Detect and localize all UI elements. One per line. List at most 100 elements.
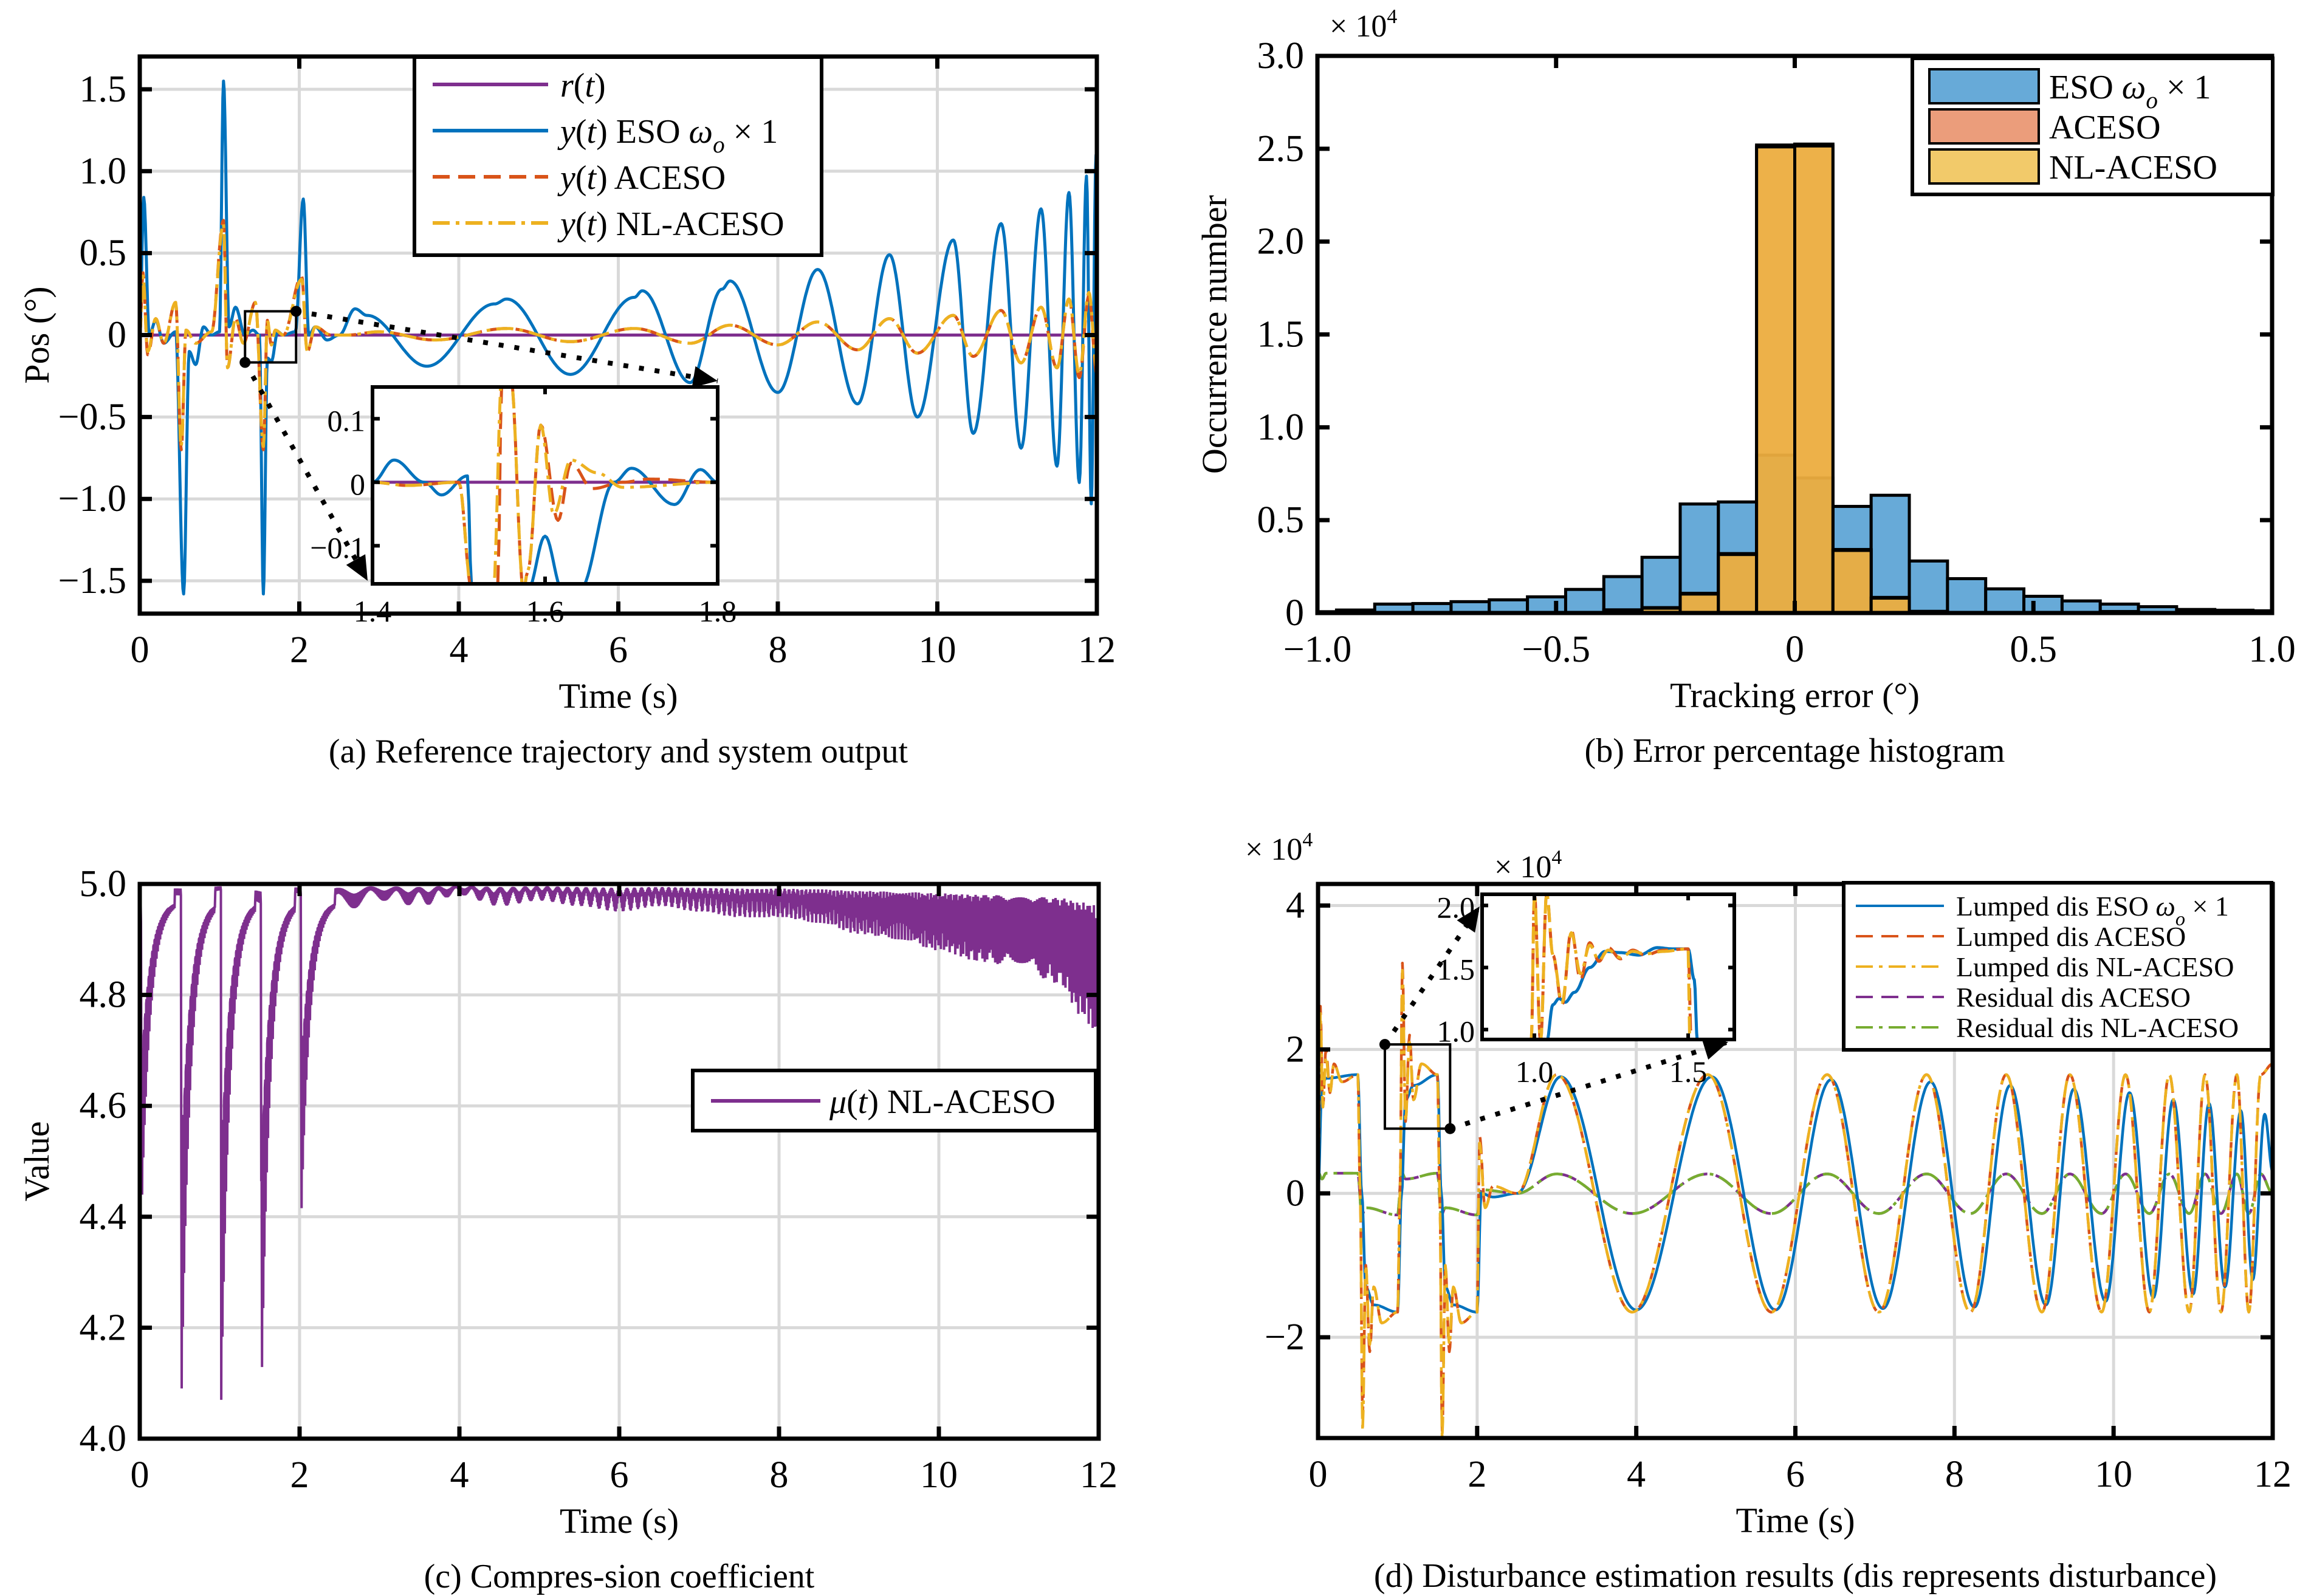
x-tick-label: 0 bbox=[1309, 1454, 1328, 1495]
zoom-connector-dot bbox=[239, 357, 251, 368]
y-tick-label: 4.2 bbox=[80, 1307, 127, 1348]
legend-label-var: y bbox=[557, 205, 575, 243]
histogram-bar-nlaceso bbox=[1755, 145, 1796, 613]
x-axis-label: Time (s) bbox=[558, 676, 678, 716]
x-tick-label: 8 bbox=[769, 629, 788, 671]
x-tick-label: 10 bbox=[2095, 1454, 2132, 1495]
histogram-bar-eso bbox=[1869, 493, 1911, 613]
x-tick-label: 2 bbox=[1468, 1454, 1486, 1495]
x-axis-label: Time (s) bbox=[1736, 1501, 1855, 1540]
zoom-connector-dot bbox=[1379, 1039, 1390, 1050]
zoom-connector-arrowhead bbox=[1457, 906, 1480, 933]
x-tick-label: 10 bbox=[920, 1454, 958, 1496]
legend-entry-label: ACESO bbox=[2049, 109, 2161, 146]
y-tick-label: 0 bbox=[350, 467, 365, 501]
legend-entry-label: y(t) NL-ACESO bbox=[557, 205, 785, 243]
panel-caption: (c) Compres-sion coefficient bbox=[424, 1558, 815, 1595]
series-line-lumped-dis-nl-aceso bbox=[1318, 968, 2273, 1438]
zoom-connector-dotted-line bbox=[242, 361, 370, 582]
y-tick-label: 1.5 bbox=[80, 69, 127, 110]
histogram-bar-eso bbox=[1526, 595, 1567, 613]
x-tick-label: 12 bbox=[2254, 1454, 2292, 1495]
legend-label-text: ACESO bbox=[2049, 109, 2161, 146]
exponent-power: 4 bbox=[1551, 846, 1562, 869]
x-tick-label: 0 bbox=[1785, 629, 1804, 670]
y-tick-label: 1.0 bbox=[80, 151, 127, 192]
x-tick-label: 2 bbox=[290, 1454, 309, 1496]
x-axis-label: Time (s) bbox=[560, 1501, 679, 1541]
omega-symbol: ω bbox=[2155, 891, 2175, 922]
y-tick-label: 0 bbox=[1286, 1173, 1305, 1214]
legend-label-text: NL-ACESO bbox=[608, 205, 785, 243]
legend-entry-label: r(t) bbox=[560, 67, 606, 104]
legend-label-text: Residual dis NL-ACESO bbox=[1956, 1012, 2239, 1043]
histogram-bar-eso bbox=[2022, 594, 2064, 613]
x-tick-label: 4 bbox=[450, 1454, 469, 1496]
legend-label-arg: t bbox=[858, 1083, 868, 1121]
histogram-bar-nlaceso bbox=[1831, 549, 1873, 613]
legend-label-subscript: o bbox=[2175, 908, 2185, 930]
exponent-base: × 10 bbox=[1330, 9, 1387, 44]
legend-label-paren-open: ( bbox=[575, 159, 587, 197]
histogram-bar-eso bbox=[1640, 555, 1682, 613]
panel-caption: (d) Disturbance estimation results (dis … bbox=[1374, 1557, 2217, 1595]
y-tick-label: 0 bbox=[108, 315, 126, 356]
y-tick-label: 1.0 bbox=[1437, 1015, 1475, 1049]
legend-label-text: Lumped dis NL-ACESO bbox=[1956, 951, 2234, 982]
legend-label-subscript: o bbox=[713, 132, 725, 158]
panel-b-error-histogram: −1.0 −0.5 0 0.5 1.0 0 0.5 1.0 1.5 2.0 2.5 3.0 Tracki… bbox=[1195, 5, 2296, 770]
omega-symbol: ω bbox=[689, 113, 713, 151]
legend-swatch bbox=[1928, 68, 2040, 104]
legend-label-paren-close: ) bbox=[867, 1083, 879, 1121]
y-tick-label: 4.4 bbox=[80, 1196, 127, 1238]
histogram-bar-eso bbox=[1946, 577, 1988, 613]
panel-caption: (a) Reference trajectory and system outp… bbox=[329, 733, 908, 770]
zoom-connector-dot bbox=[1444, 1123, 1456, 1134]
histogram-bar-nlaceso bbox=[1678, 592, 1720, 613]
zoom-connector-dotted-line bbox=[1449, 1039, 1729, 1131]
panel-c-compression-coefficient: 0 2 4 6 8 10 12 4.0 4.2 4.4 4.6 4.8 5.0 Time (s) (c) C… bbox=[17, 863, 1118, 1595]
y-tick-label: 4.6 bbox=[80, 1085, 127, 1126]
legend-label-paren-open: ( bbox=[846, 1083, 858, 1121]
exponent-power: 4 bbox=[1302, 829, 1313, 851]
zoom-connector-dot bbox=[290, 306, 302, 317]
y-tick-label: 3.0 bbox=[1257, 35, 1305, 77]
legend-label-paren-close: ) bbox=[596, 159, 608, 197]
legend-label-tail: × 1 bbox=[2158, 69, 2211, 106]
x-tick-label: 10 bbox=[919, 629, 956, 671]
y-tick-label: 0.1 bbox=[328, 403, 366, 437]
legend-label-paren-close: ) bbox=[596, 113, 608, 151]
legend-entry-label: μ(t) NL-ACESO bbox=[829, 1083, 1056, 1121]
legend-label-paren-open: ( bbox=[575, 113, 587, 151]
legend-box bbox=[691, 1069, 1097, 1132]
inset-exponent: × 104 bbox=[1494, 846, 1562, 885]
x-tick-label: 1.4 bbox=[354, 594, 392, 628]
histogram-bar-eso bbox=[1602, 575, 1644, 613]
y-tick-label: 2.0 bbox=[1257, 221, 1305, 262]
series-line-nlaceso bbox=[373, 387, 718, 584]
histogram-bar-eso bbox=[1564, 587, 1605, 613]
x-tick-label: 4 bbox=[450, 629, 469, 671]
legend-entry-label: y(t) ESO ωo × 1 bbox=[557, 113, 778, 158]
y-axis-exponent: × 104 bbox=[1245, 829, 1313, 867]
x-tick-label: 2 bbox=[290, 629, 309, 671]
exponent-base: × 10 bbox=[1245, 832, 1302, 867]
zoom-connector-dotted-line bbox=[1382, 905, 1482, 1046]
zoom-source-box bbox=[1383, 1043, 1452, 1130]
series-line-y-t-eso-o-1 bbox=[140, 80, 1097, 596]
legend-label-var: y bbox=[557, 159, 575, 197]
series-line-nlaceso bbox=[1530, 894, 1692, 1039]
y-axis-label: Occurrence number bbox=[1195, 195, 1234, 474]
y-tick-label: 4.8 bbox=[80, 974, 127, 1016]
legend-entry-label: Lumped dis ESO ωo × 1 bbox=[1956, 891, 2229, 930]
histogram-bar-nlaceso bbox=[1793, 144, 1835, 613]
panel-caption: (b) Error percentage histogram bbox=[1585, 732, 2005, 770]
histogram-bar-nlaceso bbox=[1869, 597, 1911, 613]
legend-swatch bbox=[1928, 148, 2040, 185]
legend-label-subscript: o bbox=[2146, 87, 2158, 114]
series-line-eso bbox=[373, 458, 718, 584]
x-tick-label: 6 bbox=[1786, 1454, 1805, 1495]
y-axis-label: Value bbox=[17, 1121, 57, 1201]
legend-label-text: ESO bbox=[2049, 69, 2122, 106]
